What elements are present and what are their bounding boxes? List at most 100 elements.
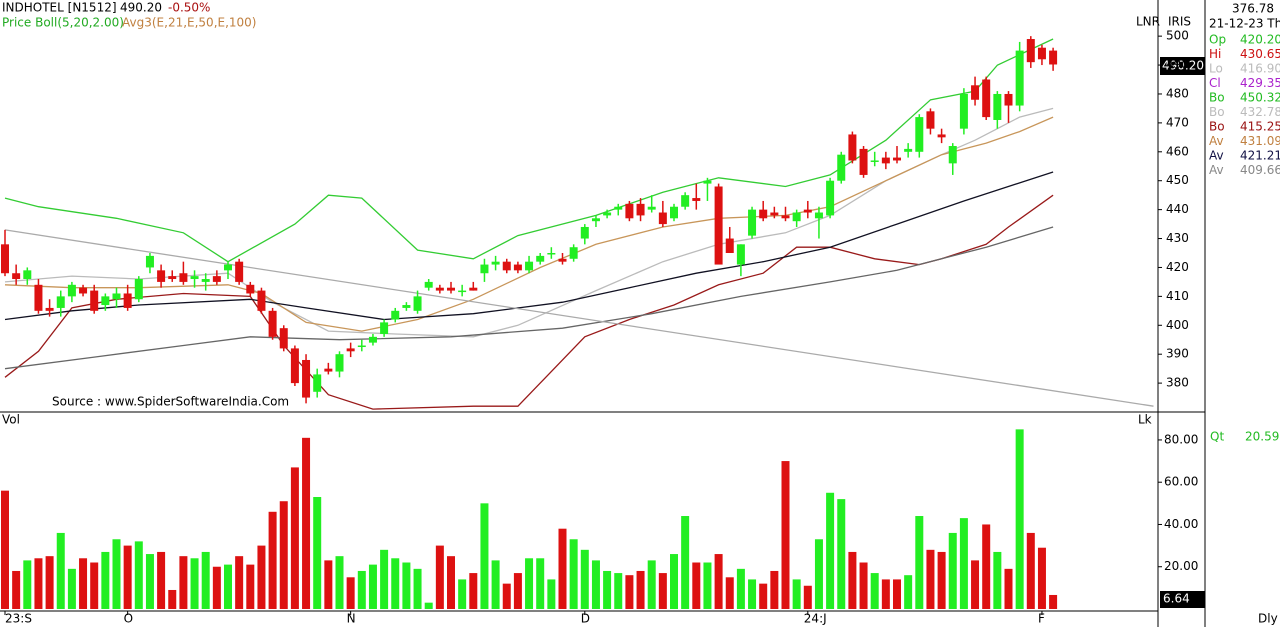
y-tick-label: 480 (1166, 86, 1189, 100)
candle-body (904, 148, 913, 152)
candle-body (725, 238, 734, 253)
volume-bar (34, 558, 43, 609)
candle-body (123, 293, 132, 308)
candle-body (948, 146, 957, 164)
candle-body (380, 322, 389, 334)
volume-bar (1004, 568, 1013, 609)
candle-body (313, 374, 322, 392)
candle-body (848, 134, 857, 161)
volume-bar (458, 579, 467, 609)
volume-bar (636, 570, 645, 609)
vol-tick-label: 60.00 (1164, 475, 1198, 489)
info-value: 432.78 (1240, 105, 1280, 119)
volume-bar (302, 437, 311, 609)
candle-body (513, 264, 522, 271)
volume-bar (826, 492, 835, 609)
volume-bar (703, 562, 712, 609)
volume-bar (380, 549, 389, 609)
candle-body (1, 244, 9, 274)
volume-tag: 6.64 (1163, 592, 1190, 606)
info-label: Cl (1209, 76, 1221, 90)
candle-body (402, 305, 411, 308)
candle-body (435, 287, 444, 291)
candle-body (1015, 50, 1024, 106)
candle-body (1037, 47, 1046, 60)
volume-bar (837, 499, 846, 609)
volume-bar (346, 577, 355, 609)
y-tick-label: 420 (1166, 260, 1189, 274)
candle-body (201, 279, 210, 282)
candle-body (893, 157, 901, 161)
info-value: 431.09 (1240, 134, 1280, 148)
info-value: 420.20 (1240, 33, 1280, 47)
volume-bar (335, 556, 344, 609)
candle-body (870, 160, 879, 162)
scale-label: IRIS (1168, 15, 1191, 29)
candle-body (335, 354, 344, 372)
x-tick-label: O (124, 612, 133, 626)
candle-body (792, 212, 801, 222)
candle-body (770, 212, 779, 216)
candle-body (491, 261, 500, 265)
candle-body (346, 348, 355, 352)
x-tick-label: N (347, 612, 356, 626)
scale-label: LNR (1136, 15, 1160, 29)
volume-bar (993, 551, 1002, 609)
volume-bar (881, 579, 890, 609)
volume-bar (692, 562, 701, 609)
volume-bar (625, 575, 634, 609)
candle-body (447, 287, 455, 291)
candle-body (580, 226, 589, 239)
volume-bar (959, 518, 968, 609)
volume-bar (736, 568, 745, 609)
volume-bar (235, 556, 244, 609)
vol-tick-label: 20.00 (1164, 559, 1198, 573)
candle-body (480, 264, 489, 274)
volume-bar (525, 558, 534, 609)
volume-bar (279, 501, 288, 609)
volume-bar (971, 560, 980, 609)
info-label: Av (1209, 149, 1224, 163)
info-top: 376.78 (1232, 2, 1274, 16)
volume-bar (45, 556, 54, 609)
candle-body (837, 154, 846, 181)
volume-bar (201, 551, 210, 609)
volume-bar (792, 579, 801, 609)
candle-body (647, 206, 656, 210)
y-tick-label: 500 (1166, 29, 1189, 43)
candle-body (736, 244, 745, 265)
volume-bar (714, 554, 723, 609)
volume-bar (447, 556, 455, 609)
candle-body (926, 111, 935, 129)
info-label: Lo (1209, 62, 1223, 76)
candle-body (658, 212, 667, 225)
volume-bar (580, 549, 589, 609)
candle-body (424, 281, 433, 288)
volume-bar (814, 539, 823, 609)
volume-bar (591, 560, 600, 609)
info-value: 409.66 (1240, 163, 1280, 177)
volume-bar (179, 556, 188, 609)
candle-body (145, 255, 154, 268)
candle-body (224, 264, 232, 271)
indicator-line (4, 38, 1054, 263)
candle-body (670, 206, 678, 219)
info-label: Bo (1209, 91, 1225, 105)
candle-body (190, 276, 199, 280)
candle-body (12, 273, 21, 280)
volume-bar (134, 541, 143, 609)
volume-bar (313, 496, 322, 609)
volume-bar (435, 545, 444, 609)
volume-bar (870, 573, 879, 609)
volume-bar (480, 503, 489, 609)
info-label: Av (1209, 163, 1224, 177)
candle-body (536, 255, 545, 262)
candle-body (413, 296, 422, 311)
candle-body (625, 203, 634, 219)
volume-bar (502, 583, 511, 609)
candle-body (591, 218, 600, 222)
indicator-line (4, 194, 1054, 410)
candle-body (290, 348, 299, 384)
volume-bar (759, 583, 768, 609)
